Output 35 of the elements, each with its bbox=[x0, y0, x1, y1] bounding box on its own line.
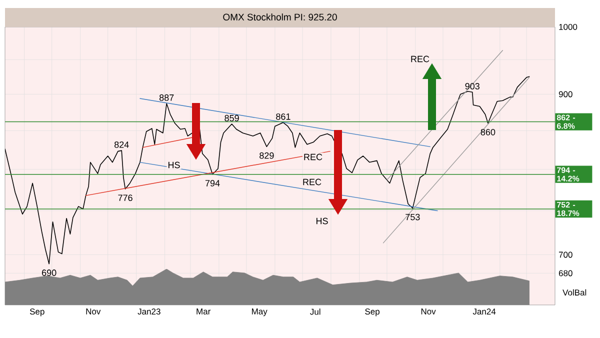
annotation: REC bbox=[303, 178, 322, 186]
annotation: 860 bbox=[480, 128, 496, 136]
x-tick-label: Nov bbox=[421, 308, 436, 314]
chart-title: OMX Stockholm PI: 925.20 bbox=[223, 14, 337, 20]
x-tick-label: Sep bbox=[365, 308, 380, 316]
ref-line-label: 862 -6.8% bbox=[556, 114, 576, 129]
y-axis-title: VolBal bbox=[562, 289, 586, 296]
x-tick-label: Jan23 bbox=[138, 308, 160, 315]
y-tick-label: 900 bbox=[558, 91, 572, 98]
annotation: 887 bbox=[159, 94, 174, 101]
annotation: REC bbox=[304, 154, 322, 160]
y-tick-label: 700 bbox=[558, 252, 572, 258]
annotation: HS bbox=[316, 218, 328, 224]
annotation: 794 bbox=[205, 180, 220, 186]
annotation: HS bbox=[168, 162, 180, 168]
line-series bbox=[5, 76, 530, 264]
annotation: REC bbox=[411, 56, 430, 62]
y-tick-label: 680 bbox=[558, 270, 572, 276]
annotation: 829 bbox=[260, 152, 274, 159]
x-tick-label: May bbox=[252, 308, 268, 316]
x-tick-label: Sep bbox=[30, 308, 44, 316]
x-tick-label: Nov bbox=[86, 308, 101, 314]
annotation: 690 bbox=[42, 270, 56, 276]
annotation: 861 bbox=[276, 113, 290, 120]
annotation: 859 bbox=[224, 114, 239, 122]
x-tick-label: Mar bbox=[196, 308, 210, 314]
annotation: 776 bbox=[118, 194, 132, 202]
annotation: 824 bbox=[114, 141, 129, 148]
annotation: 903 bbox=[465, 83, 480, 90]
annotation: 753 bbox=[406, 214, 420, 220]
ref-line-label: 794 -14.2% bbox=[557, 167, 580, 182]
x-tick-label: Jan24 bbox=[472, 308, 496, 315]
ref-line-label: 752 -18.7% bbox=[557, 202, 580, 216]
x-tick-label: Jul bbox=[310, 308, 320, 315]
y-tick-label: 1000 bbox=[559, 24, 578, 30]
